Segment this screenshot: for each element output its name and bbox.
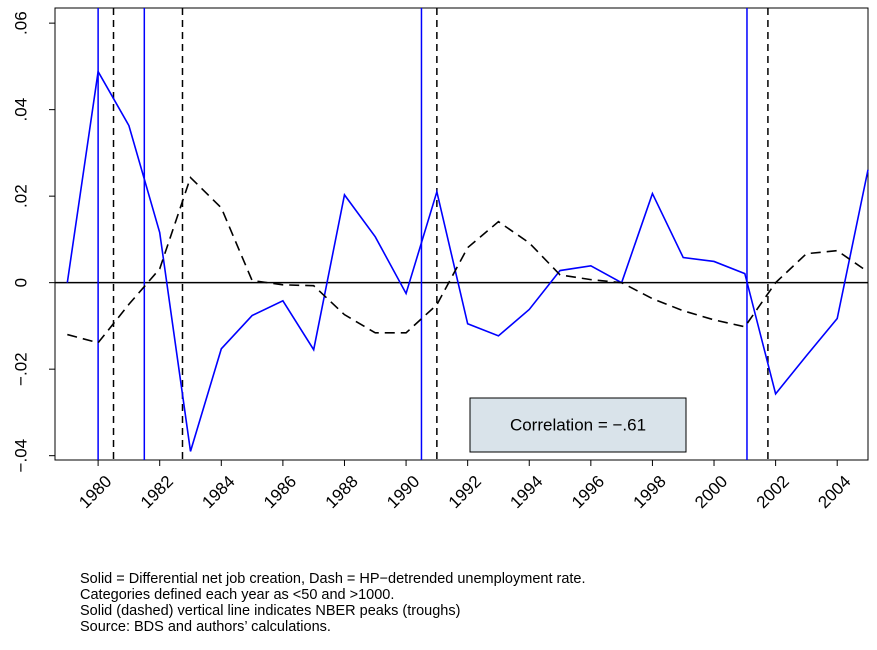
x-tick-label: 1992	[445, 472, 485, 512]
x-tick-label: 1998	[630, 472, 670, 512]
note: Source: BDS and authors’ calculations.	[80, 619, 331, 635]
y-tick-label: −.04	[11, 439, 30, 473]
y-tick-label: .02	[11, 184, 30, 208]
x-tick-label: 2002	[753, 472, 793, 512]
x-tick-label: 1986	[260, 472, 300, 512]
annotation: Correlation = −.61	[510, 415, 646, 434]
series-line	[66, 69, 869, 452]
y-tick-label: .04	[11, 98, 30, 122]
note: Categories defined each year as <50 and …	[80, 587, 394, 603]
x-tick-label: 1982	[137, 472, 177, 512]
y-tick-label: −.02	[11, 352, 30, 386]
note: Solid (dashed) vertical line indicates N…	[80, 603, 460, 619]
y-tick-label: 0	[11, 278, 30, 287]
plot-frame	[54, 7, 869, 461]
x-tick-label: 1990	[383, 472, 423, 512]
y-tick-label: .06	[11, 11, 30, 35]
series-line	[67, 176, 869, 344]
note: Solid = Differential net job creation, D…	[80, 571, 586, 587]
x-tick-label: 1996	[568, 472, 608, 512]
x-tick-label: 1988	[322, 472, 362, 512]
x-tick-label: 2000	[691, 472, 731, 512]
x-tick-label: 1994	[506, 472, 546, 512]
annotation-box	[469, 397, 687, 453]
x-tick-label: 1984	[198, 472, 238, 512]
x-tick-label: 1980	[75, 472, 115, 512]
x-tick-label: 2004	[814, 472, 854, 512]
